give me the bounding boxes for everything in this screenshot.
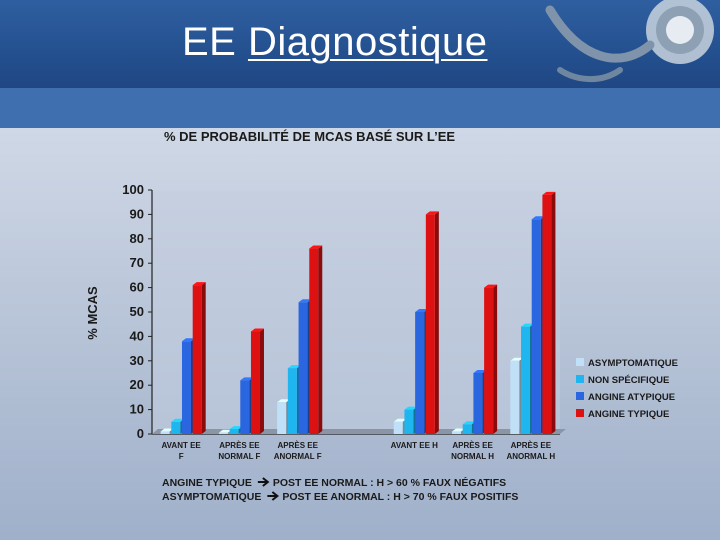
title-prefix: EE	[182, 20, 248, 64]
chart-bars	[160, 191, 556, 434]
note-line: ASYMPTOMATIQUE POST EE ANORMAL : H > 70 %…	[162, 491, 518, 503]
x-tick-label: APRÈS EE	[277, 441, 318, 450]
legend-swatch	[576, 375, 584, 383]
y-tick-label: 100	[122, 182, 144, 197]
stethoscope-icon	[545, 0, 714, 83]
chart-notes: ANGINE TYPIQUE POST EE NORMAL : H > 60 % …	[162, 476, 518, 503]
legend-item: NON SPÉCIFIQUE	[576, 375, 669, 386]
x-tick-label: NORMAL F	[218, 452, 260, 461]
legend-label: ASYMPTOMATIQUE	[588, 358, 678, 369]
note-subject: ANGINE TYPIQUE	[162, 477, 252, 489]
y-tick-label: 40	[130, 328, 144, 343]
bar-chart: % DE PROBABILITÉ DE MCAS BASÉ SUR L’EE %…	[85, 129, 678, 503]
x-tick-label: AVANT EE H	[391, 441, 438, 450]
y-tick-label: 70	[130, 255, 144, 270]
legend-label: ANGINE TYPIQUE	[588, 409, 669, 420]
chart-area: % DE PROBABILITÉ DE MCAS BASÉ SUR L’EE %…	[0, 128, 720, 540]
title-main: Diagnostique	[247, 20, 488, 64]
note-subject: ASYMPTOMATIQUE	[162, 491, 261, 503]
y-tick-label: 90	[130, 206, 144, 221]
bar	[484, 284, 498, 434]
legend-item: ANGINE ATYPIQUE	[576, 392, 675, 403]
x-tick-label: APRÈS EE	[511, 441, 552, 450]
x-tick-labels: AVANT EE F APRÈS EE NORMAL F APRÈS EE ANORMAL…	[162, 441, 556, 461]
bar	[192, 282, 206, 434]
chart-title: % DE PROBABILITÉ DE MCAS BASÉ SUR L’EE	[164, 129, 455, 144]
chart-legend: ASYMPTOMATIQUE NON SPÉCIFIQUE ANGINE ATYPI…	[576, 358, 678, 420]
bar	[309, 245, 323, 434]
slide-title: EE Diagnostique	[182, 20, 487, 65]
y-tick-label: 30	[130, 353, 144, 368]
arrow-right-icon	[257, 477, 270, 487]
y-axis-label: % MCAS	[85, 286, 100, 340]
bar	[250, 328, 264, 434]
y-tick-label: 20	[130, 377, 144, 392]
x-tick-label: APRÈS EE	[452, 441, 493, 450]
x-tick-label: F	[179, 452, 184, 461]
x-tick-label: ANORMAL H	[506, 452, 555, 461]
chart-floor	[152, 429, 566, 434]
slide-header	[0, 0, 720, 88]
y-tick-label: 50	[130, 304, 144, 319]
note-text: POST EE ANORMAL : H > 70 % FAUX POSITIFS	[282, 491, 518, 503]
x-tick-label: ANORMAL F	[274, 452, 322, 461]
y-tick-label: 60	[130, 280, 144, 295]
legend-label: NON SPÉCIFIQUE	[588, 375, 669, 386]
legend-item: ANGINE TYPIQUE	[576, 409, 669, 420]
y-tick-label: 10	[130, 402, 144, 417]
plot-wall	[152, 190, 560, 434]
legend-item: ASYMPTOMATIQUE	[576, 358, 678, 369]
legend-swatch	[576, 392, 584, 400]
bar	[542, 191, 556, 434]
note-line: ANGINE TYPIQUE POST EE NORMAL : H > 60 % …	[162, 476, 506, 489]
title-band	[0, 88, 720, 128]
y-tick-label: 80	[130, 231, 144, 246]
y-tick-label: 0	[137, 426, 144, 441]
bar	[425, 211, 439, 434]
x-tick-label: APRÈS EE	[219, 441, 260, 450]
legend-swatch	[576, 409, 584, 417]
legend-label: ANGINE ATYPIQUE	[588, 392, 675, 403]
arrow-right-icon	[267, 491, 279, 501]
note-text: POST EE NORMAL : H > 60 % FAUX NÉGATIFS	[273, 476, 506, 489]
legend-swatch	[576, 358, 584, 366]
x-tick-label: NORMAL H	[451, 452, 494, 461]
x-tick-label: AVANT EE	[162, 441, 202, 450]
